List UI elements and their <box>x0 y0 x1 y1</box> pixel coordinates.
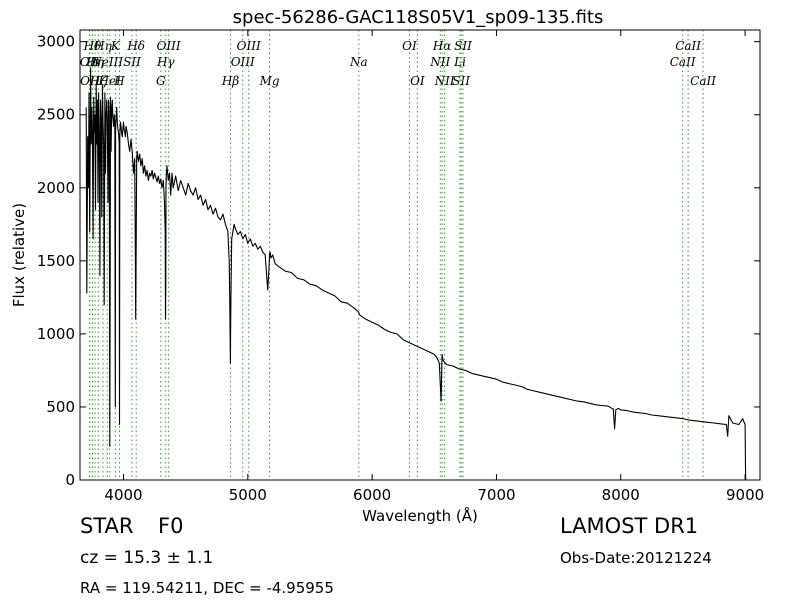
marker-label-29: CaII <box>675 39 701 53</box>
y-axis-label: Flux (relative) <box>10 203 28 307</box>
marker-label-28: CaII <box>670 55 696 69</box>
x-tick-label-1: 5000 <box>229 486 267 504</box>
y-tick-label-4: 2000 <box>37 179 75 197</box>
marker-label-14: OIII <box>157 39 181 53</box>
marker-label-3: Hη <box>85 55 104 69</box>
y-tick-label-0: 0 <box>65 471 75 489</box>
marker-label-9: H <box>113 74 125 88</box>
x-tick-label-2: 6000 <box>353 486 391 504</box>
marker-label-17: OIII <box>237 39 261 53</box>
marker-label-10: Hδ <box>126 39 145 53</box>
x-tick-label-4: 8000 <box>602 486 640 504</box>
x-tick-label-0: 4000 <box>104 486 142 504</box>
coordinates: RA = 119.54211, DEC = -4.95955 <box>80 579 334 597</box>
marker-label-12: G <box>156 74 166 88</box>
chart-title: spec-56286-GAC118S05V1_sp09-135.fits <box>233 7 604 28</box>
marker-label-30: CaII <box>690 74 716 88</box>
survey-label: LAMOST DR1 <box>560 514 699 538</box>
marker-label-13: Hγ <box>156 55 175 69</box>
marker-label-16: OIII <box>231 55 255 69</box>
plot-frame <box>79 29 761 481</box>
marker-label-22: NII <box>429 55 450 69</box>
x-tick-label-3: 7000 <box>477 486 515 504</box>
marker-label-27: SII <box>454 39 472 53</box>
marker-label-19: Na <box>349 55 368 69</box>
marker-label-2: Hθ <box>83 39 102 53</box>
x-axis-ticks: 4000 5000 6000 7000 8000 9000 <box>104 30 764 504</box>
marker-label-23: Hα <box>432 39 452 53</box>
emission-line-markers: OIIOIIHθHηHζHηNeIIIHeIKHHδSIIGHγOIIIHβOI… <box>80 30 716 480</box>
y-tick-label-6: 3000 <box>37 33 75 51</box>
redshift-value: cz = 15.3 ± 1.1 <box>80 548 214 568</box>
spectrum-line <box>85 67 747 481</box>
marker-label-21: OI <box>410 74 425 88</box>
marker-label-15: Hβ <box>221 74 239 88</box>
x-tick-label-5: 9000 <box>726 486 764 504</box>
x-axis-label: Wavelength (Å) <box>362 506 478 525</box>
spectrum-line-layer <box>85 67 747 481</box>
marker-label-20: OI <box>402 39 417 53</box>
y-tick-label-1: 500 <box>46 398 75 416</box>
marker-label-6: NeIII <box>90 55 123 69</box>
object-subclass: F0 <box>158 514 184 538</box>
y-tick-label-5: 2500 <box>37 106 75 124</box>
marker-label-8: K <box>110 39 121 53</box>
marker-label-25: Li <box>453 55 466 69</box>
object-class: STAR <box>80 514 134 538</box>
marker-label-26: SII <box>452 74 470 88</box>
obs-date: Obs-Date:20121224 <box>560 549 712 567</box>
y-axis-ticks: 0 500 1000 1500 2000 2500 3000 <box>37 33 760 489</box>
marker-label-11: SII <box>123 55 141 69</box>
marker-label-5: Hη <box>93 39 112 53</box>
marker-label-18: Mg <box>259 74 280 88</box>
marker-label-24: NII <box>434 74 455 88</box>
y-tick-label-2: 1000 <box>37 325 75 343</box>
y-tick-label-3: 1500 <box>37 252 75 270</box>
